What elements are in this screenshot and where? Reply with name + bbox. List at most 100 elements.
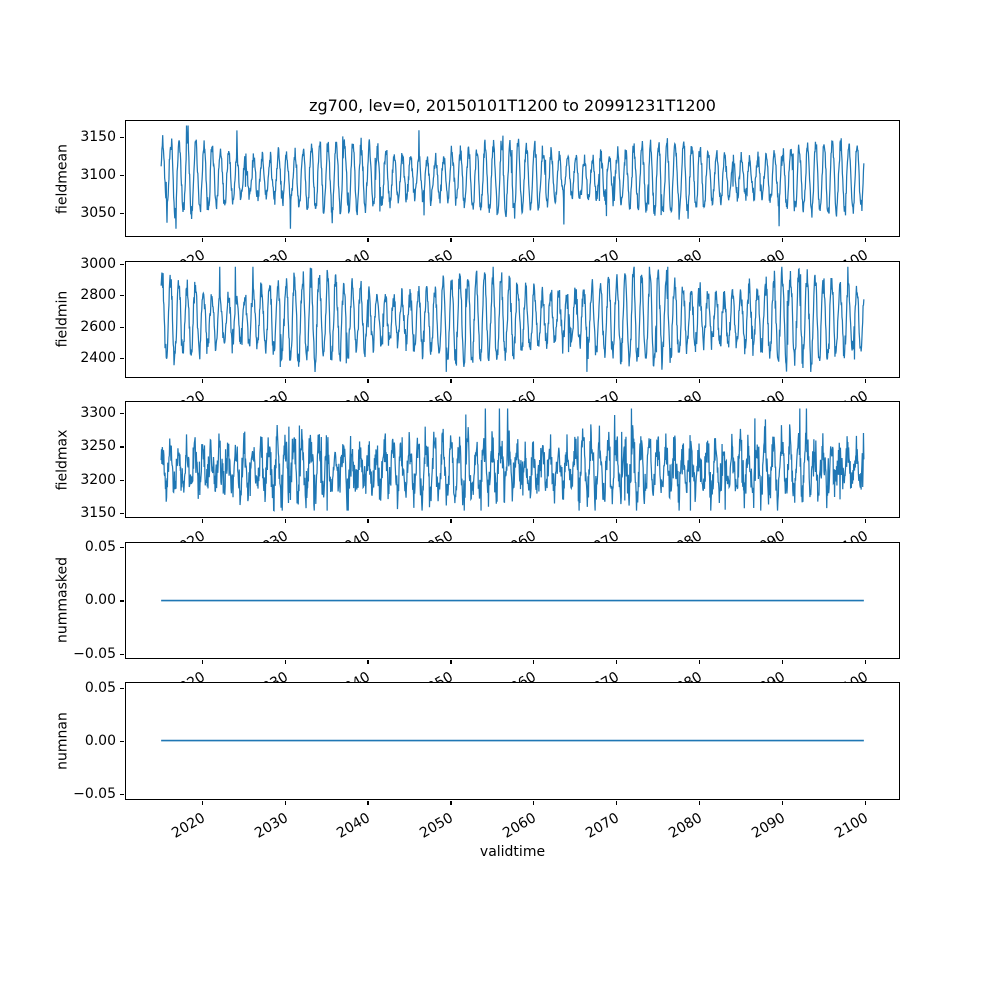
y-tick-mark (120, 479, 124, 481)
x-tick-mark (616, 378, 618, 383)
y-tick-mark (120, 653, 124, 655)
x-tick-mark (367, 800, 369, 805)
line-series-fieldmin (160, 266, 865, 372)
x-axis-tick-label: 2100 (831, 809, 871, 842)
x-tick-mark (864, 659, 866, 664)
y-tick-mark (120, 136, 124, 138)
y-axis-tick-label: −0.05 (73, 645, 116, 662)
plot-area-nummasked (161, 599, 864, 602)
y-tick-mark (120, 600, 124, 602)
x-tick-mark (450, 659, 452, 664)
y-tick-mark (120, 687, 124, 689)
line-series-fieldmax (160, 408, 865, 512)
x-tick-mark (367, 378, 369, 383)
x-tick-mark (367, 659, 369, 664)
x-tick-mark (201, 659, 203, 664)
x-tick-mark (201, 238, 203, 243)
x-axis-tick-label: 2050 (417, 809, 457, 842)
x-tick-mark (864, 519, 866, 524)
y-axis-tick-label: 3200 (80, 471, 116, 488)
x-tick-mark (284, 800, 286, 805)
x-tick-mark (781, 519, 784, 524)
y-tick-mark (120, 263, 124, 265)
x-tick-mark (698, 659, 701, 664)
x-tick-mark (284, 378, 286, 383)
plot-area-fieldmean (160, 125, 865, 229)
axes-nummasked: −0.05 0.00 0.05 (73, 539, 900, 664)
x-axis-label: validtime (479, 844, 546, 860)
x-tick-mark (533, 378, 535, 383)
x-tick-mark (864, 378, 866, 383)
y-axis-tick-label: 2800 (80, 287, 116, 304)
y-tick-mark (120, 358, 124, 360)
x-tick-mark (864, 800, 866, 805)
y-axis-tick-label: 0.00 (84, 732, 116, 749)
axes-fieldmax: 3150 3200 3250 3300 (80, 401, 900, 524)
x-tick-mark (450, 519, 452, 524)
x-tick-mark (533, 519, 535, 524)
y-axis-tick-label: 3250 (80, 438, 116, 455)
x-tick-mark (616, 238, 618, 243)
x-tick-mark (698, 238, 701, 243)
y-axis-tick-label: 0.05 (84, 539, 116, 556)
x-tick-mark (616, 659, 618, 664)
x-tick-mark (533, 800, 535, 805)
y-tick-mark (120, 740, 124, 743)
x-axis-tick-label: 2020 (168, 809, 208, 842)
y-tick-mark (120, 513, 124, 515)
x-tick-mark (284, 519, 286, 524)
x-tick-mark (781, 659, 784, 664)
y-tick-mark (120, 174, 124, 176)
y-axis-tick-label: 3100 (80, 166, 116, 183)
x-tick-mark (201, 378, 203, 383)
x-axis-tick-label: 2080 (666, 809, 705, 842)
line-series-fieldmean (160, 125, 865, 229)
x-tick-mark (284, 659, 286, 664)
x-tick-mark (450, 378, 452, 383)
y-tick-mark (120, 413, 124, 415)
ylabel-fieldmean: fieldmean (54, 143, 71, 214)
x-tick-mark (864, 238, 866, 243)
x-tick-mark (201, 800, 203, 805)
axes-fieldmean: 3050 3100 3150 (80, 120, 900, 243)
x-tick-mark (781, 800, 784, 805)
y-axis-tick-label: 0.05 (84, 679, 116, 696)
y-tick-mark (120, 295, 124, 297)
y-axis-tick-label: 3000 (80, 255, 116, 272)
plot-area-fieldmin (160, 266, 865, 372)
x-tick-mark (698, 519, 701, 524)
x-tick-mark (367, 238, 369, 243)
y-axis-tick-label: 2600 (80, 318, 116, 335)
x-tick-mark (284, 238, 286, 243)
x-tick-mark (201, 519, 203, 524)
y-tick-mark (120, 212, 124, 215)
y-tick-mark (120, 547, 124, 549)
x-axis-tick-label: 2030 (251, 809, 291, 842)
y-axis-tick-label: 3050 (80, 204, 116, 221)
ylabel-fieldmin: fieldmin (54, 290, 71, 348)
ylabel-nummasked: nummasked (54, 557, 71, 644)
x-tick-mark (367, 519, 369, 524)
y-axis-tick-label: 2400 (80, 350, 116, 367)
x-tick-mark (781, 238, 784, 243)
y-axis-tick-label: 3300 (80, 405, 116, 422)
x-axis-tick-label: 2070 (583, 809, 623, 842)
x-tick-mark (698, 378, 701, 383)
y-tick-mark (120, 446, 124, 448)
x-tick-mark (616, 800, 618, 805)
x-tick-mark (533, 659, 535, 664)
x-tick-mark (450, 800, 452, 805)
x-axis-tick-label: 2060 (500, 809, 540, 842)
x-tick-mark (781, 378, 784, 383)
x-tick-mark (533, 238, 535, 243)
x-axis-tick-label: 2040 (334, 809, 374, 842)
x-tick-mark (450, 238, 452, 243)
y-axis-tick-label: 3150 (80, 128, 116, 145)
axes-fieldmin: 2400 2600 2800 3000 (80, 256, 900, 383)
y-axis-tick-label: 3150 (80, 505, 116, 522)
ylabel-fieldmax: fieldmax (54, 429, 71, 491)
x-axis-tick-label: 2090 (749, 809, 788, 842)
plot-area-fieldmax (160, 408, 865, 512)
x-tick-mark (616, 519, 618, 524)
